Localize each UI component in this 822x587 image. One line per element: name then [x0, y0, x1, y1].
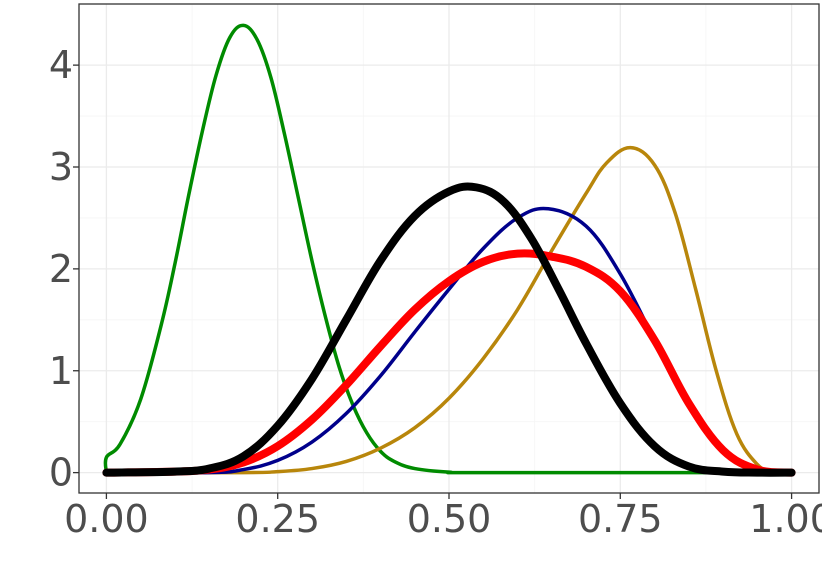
y-tick-label: 2: [49, 247, 73, 291]
series-line-2: [104, 145, 794, 475]
y-tick-labels: 0 1 2 3 4: [49, 43, 73, 495]
y-tick-label: 0: [49, 451, 73, 495]
x-tick-label: 0.75: [578, 497, 663, 541]
series-line-4: [102, 249, 796, 477]
y-tick-label: 3: [49, 145, 73, 189]
x-tick-label: 0.25: [235, 497, 320, 541]
x-tick-label: 1.00: [749, 497, 822, 541]
y-tick-label: 1: [49, 349, 73, 393]
series-line-1: [103, 23, 794, 475]
x-tick-label: 0.00: [64, 497, 149, 541]
series-lines: [102, 23, 796, 477]
x-tick-label: 0.50: [407, 497, 492, 541]
series-line-5: [102, 182, 796, 477]
x-tick-labels: 0.00 0.25 0.50 0.75 1.00: [64, 497, 822, 541]
y-tick-label: 4: [49, 43, 73, 87]
axis-ticks: [73, 64, 793, 499]
